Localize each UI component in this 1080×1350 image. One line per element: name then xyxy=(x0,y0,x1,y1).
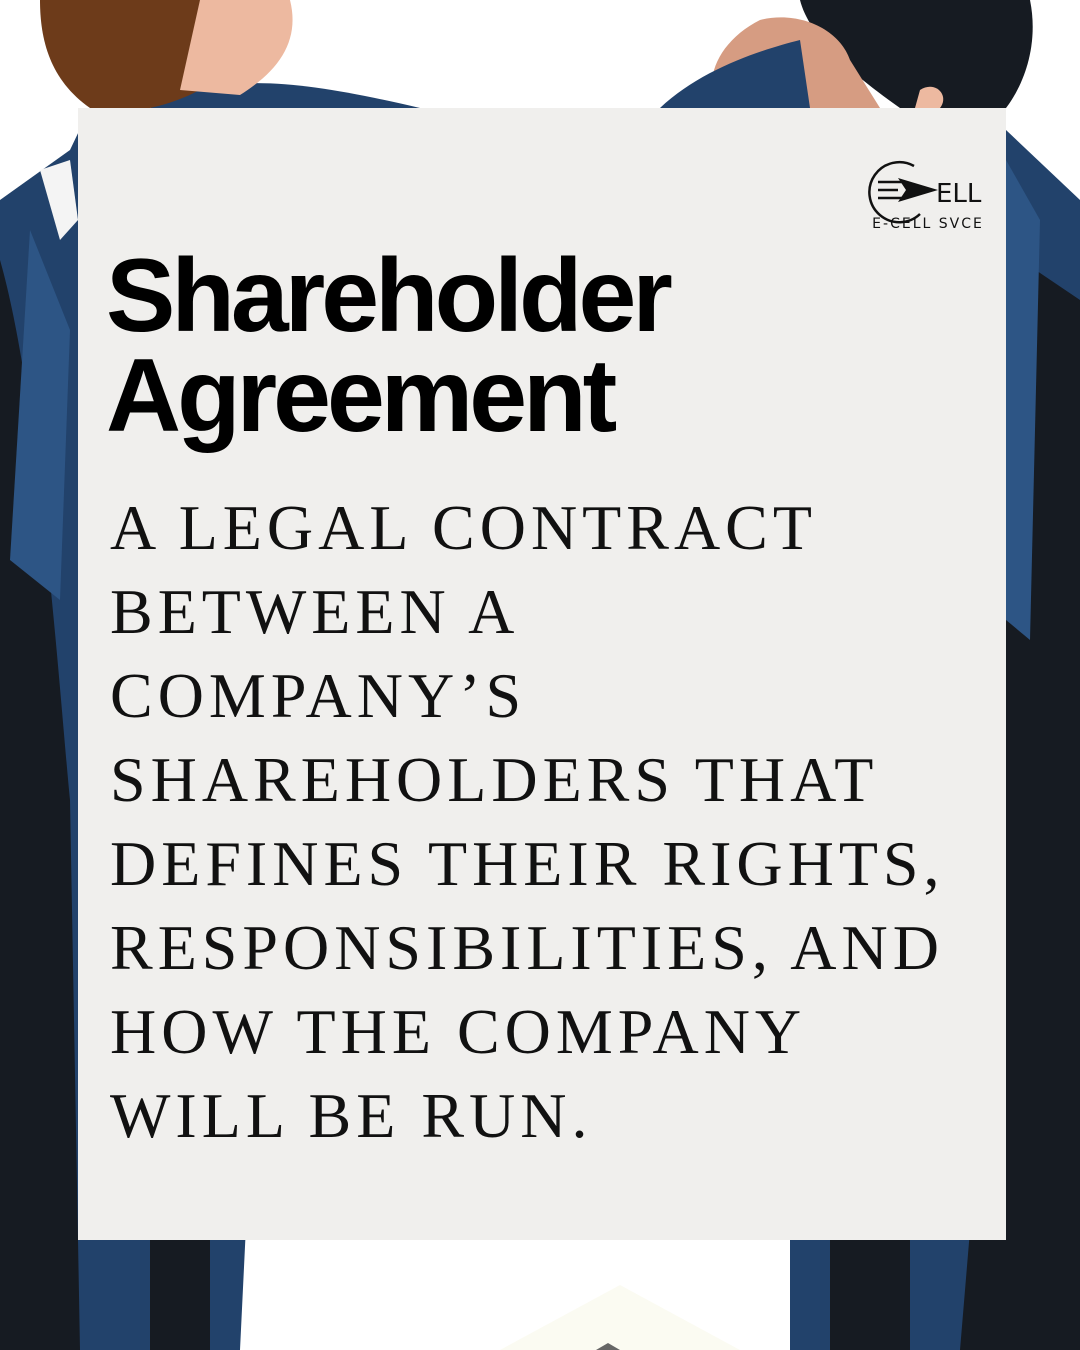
description-line: DEFINES THEIR RIGHTS, xyxy=(110,828,945,899)
right-figure-hair xyxy=(800,0,1033,108)
right-figure-ear xyxy=(915,86,944,108)
content-card: ELL E-CELL SVCE Shareholder Agreement A … xyxy=(78,108,1006,1240)
headline-line-1: Shareholder xyxy=(106,238,673,354)
right-figure-lapel xyxy=(1006,160,1040,640)
description-line: RESPONSIBILITIES, AND xyxy=(110,912,944,983)
headline: Shareholder Agreement xyxy=(106,238,673,454)
headline-line-2: Agreement xyxy=(106,338,617,454)
right-figure-leg-dark xyxy=(830,1240,910,1350)
description-line: A LEGAL CONTRACT xyxy=(110,492,817,563)
description-line: WILL BE RUN. xyxy=(110,1080,593,1151)
floor-shape xyxy=(500,1285,740,1350)
left-figure-leg-dark xyxy=(150,1240,210,1350)
logo-arrow-icon xyxy=(898,178,938,202)
description: A LEGAL CONTRACT BETWEEN A COMPANY’S SHA… xyxy=(110,486,1000,1158)
handshake-arm xyxy=(660,40,810,108)
description-line: COMPANY’S xyxy=(110,660,527,731)
logo-ring xyxy=(868,160,921,224)
floor-mark xyxy=(596,1343,620,1350)
logo-caption: E-CELL SVCE xyxy=(872,216,984,232)
description-line: HOW THE COMPANY xyxy=(110,996,807,1067)
left-figure-face xyxy=(180,0,293,95)
description-line: BETWEEN A xyxy=(110,576,520,647)
left-figure-collar xyxy=(40,160,78,240)
logo-mark-text: ELL xyxy=(936,179,982,209)
description-line: SHAREHOLDERS THAT xyxy=(110,744,879,815)
e-cell-logo: ELL xyxy=(868,160,982,224)
left-figure-lapel xyxy=(10,230,70,600)
